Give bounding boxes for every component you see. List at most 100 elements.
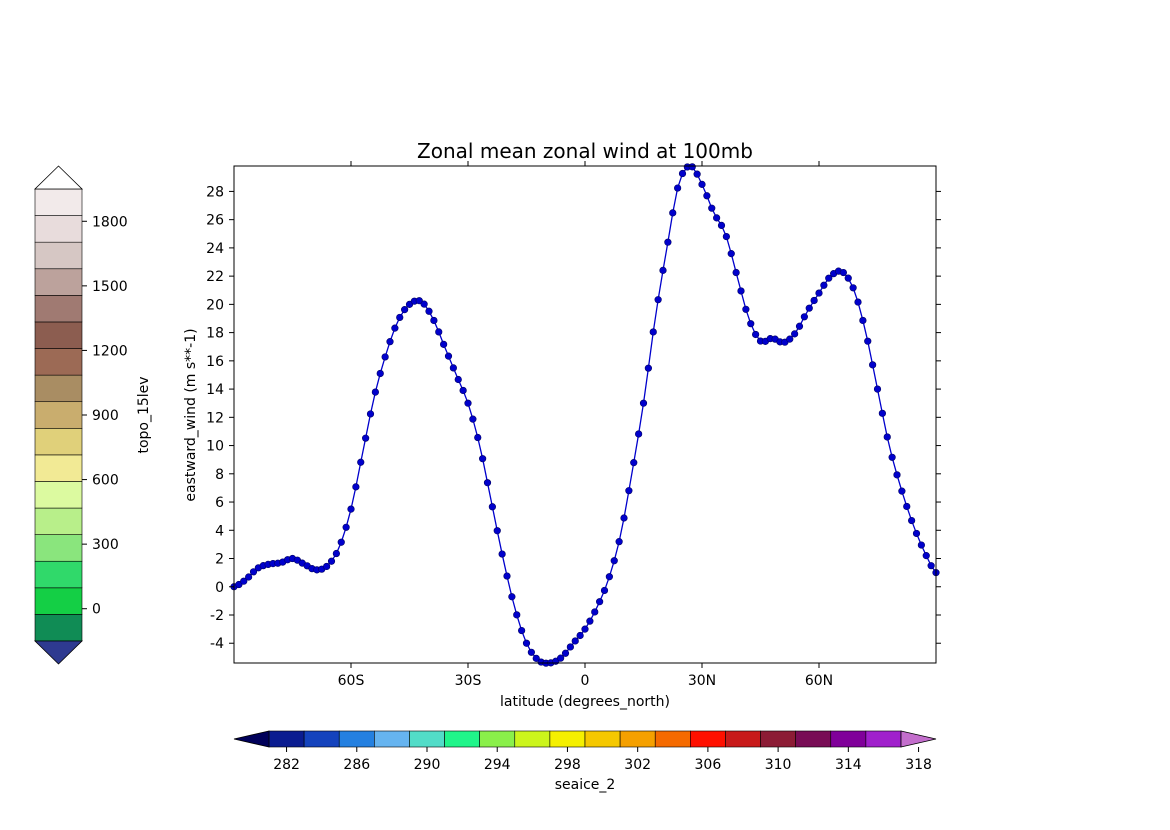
wind-point xyxy=(352,483,360,491)
plot-background xyxy=(234,166,936,663)
topo-colorbar-tick-label: 0 xyxy=(92,602,101,618)
topo-colorbar-tick-label: 1200 xyxy=(92,343,128,359)
wind-point xyxy=(717,221,726,230)
seaice-colorbar-segment xyxy=(865,730,902,748)
x-tick-label: 30N xyxy=(688,673,716,689)
x-tick-label: 0 xyxy=(581,673,590,689)
topo-colorbar-tick-label: 1500 xyxy=(92,279,128,295)
y-tick-label: -4 xyxy=(210,636,224,652)
topo-colorbar-segment xyxy=(34,507,83,535)
y-tick-label: -2 xyxy=(210,608,224,624)
y-tick-label: 20 xyxy=(206,297,224,313)
wind-point xyxy=(732,268,740,277)
topo-colorbar-tick-label: 300 xyxy=(92,537,119,553)
wind-point xyxy=(435,328,443,336)
wind-point xyxy=(581,625,589,633)
seaice-colorbar-segment xyxy=(444,730,480,748)
wind-point xyxy=(522,639,531,647)
wind-point xyxy=(449,364,457,372)
wind-point xyxy=(620,514,628,522)
wind-point xyxy=(693,170,701,178)
wind-point xyxy=(713,214,721,222)
wind-point xyxy=(357,458,365,466)
wind-point xyxy=(362,434,370,442)
wind-point xyxy=(591,608,599,616)
wind-point xyxy=(596,598,604,606)
wind-point xyxy=(376,369,384,378)
topo-colorbar-segment xyxy=(34,560,83,589)
wind-point xyxy=(464,399,472,407)
wind-point xyxy=(440,340,448,348)
topo-colorbar-over-arrow xyxy=(34,165,83,190)
wind-point xyxy=(386,338,394,346)
seaice-colorbar-segment xyxy=(479,730,516,748)
wind-point xyxy=(922,552,930,560)
wind-point xyxy=(674,184,682,192)
wind-point xyxy=(854,298,862,306)
topo-colorbar-segment xyxy=(34,348,83,376)
wind-point xyxy=(342,523,350,531)
seaice-colorbar-under-arrow xyxy=(233,730,270,748)
wind-point xyxy=(747,320,755,328)
wind-point xyxy=(527,648,535,656)
wind-point xyxy=(566,643,574,651)
wind-point xyxy=(630,459,638,467)
wind-point xyxy=(786,335,794,343)
wind-point xyxy=(366,410,375,418)
wind-point xyxy=(235,580,243,589)
y-tick-label: 14 xyxy=(206,382,224,398)
topo-colorbar-tick-label: 1800 xyxy=(92,214,128,230)
wind-point xyxy=(864,337,872,345)
wind-point xyxy=(654,296,662,304)
seaice-colorbar-segment xyxy=(690,730,726,748)
seaice-colorbar-segment xyxy=(760,730,796,748)
seaice-colorbar-segment xyxy=(830,730,867,748)
wind-point xyxy=(820,281,828,289)
wind-point xyxy=(371,388,379,396)
x-tick-label: 60S xyxy=(338,673,365,689)
topo-colorbar-segment xyxy=(34,587,83,615)
topo-colorbar-segment xyxy=(34,215,83,243)
wind-point xyxy=(483,479,492,487)
topo-colorbar-segment xyxy=(34,427,83,456)
seaice-colorbar-segment xyxy=(795,730,832,748)
seaice-colorbar-segment xyxy=(619,730,656,748)
wind-point xyxy=(396,313,404,322)
wind-point xyxy=(893,471,901,479)
wind-point xyxy=(625,487,633,495)
wind-point xyxy=(635,430,643,438)
wind-point xyxy=(815,289,823,297)
seaice-colorbar-tick-label: 318 xyxy=(905,757,932,773)
wind-point xyxy=(347,505,355,513)
wind-point xyxy=(488,503,496,511)
topo-colorbar-segment xyxy=(34,321,83,349)
wind-point xyxy=(459,386,467,395)
y-tick-label: 18 xyxy=(206,326,224,342)
seaice-colorbar-segment xyxy=(338,730,375,748)
wind-point xyxy=(605,573,613,581)
wind-point xyxy=(401,306,409,314)
plot-area: 60S 30S 0 30N 60N -4-20246810121416182022242… xyxy=(206,161,941,689)
wind-point xyxy=(659,266,667,274)
wind-point xyxy=(337,538,345,546)
seaice-colorbar-segment xyxy=(725,730,761,748)
wind-point xyxy=(420,300,428,308)
seaice-colorbar-tick-label: 282 xyxy=(273,757,300,773)
wind-point xyxy=(381,353,389,361)
seaice-colorbar-over-arrow xyxy=(900,730,937,748)
topo-colorbar-segment xyxy=(34,401,83,429)
topo-colorbar: 0 300 600 900 1200 1500 1800 xyxy=(34,165,128,665)
wind-point xyxy=(240,577,248,585)
wind-point xyxy=(649,328,657,336)
y-tick-label: 2 xyxy=(215,552,224,568)
wind-point xyxy=(532,654,540,662)
wind-point xyxy=(678,169,687,178)
seaice-colorbar-segment xyxy=(268,730,305,748)
wind-point xyxy=(332,549,340,558)
y-tick-label: 28 xyxy=(206,184,224,200)
wind-point xyxy=(498,550,506,558)
topo-colorbar-segment xyxy=(34,295,83,323)
wind-point xyxy=(600,586,609,595)
wind-point xyxy=(503,572,511,580)
